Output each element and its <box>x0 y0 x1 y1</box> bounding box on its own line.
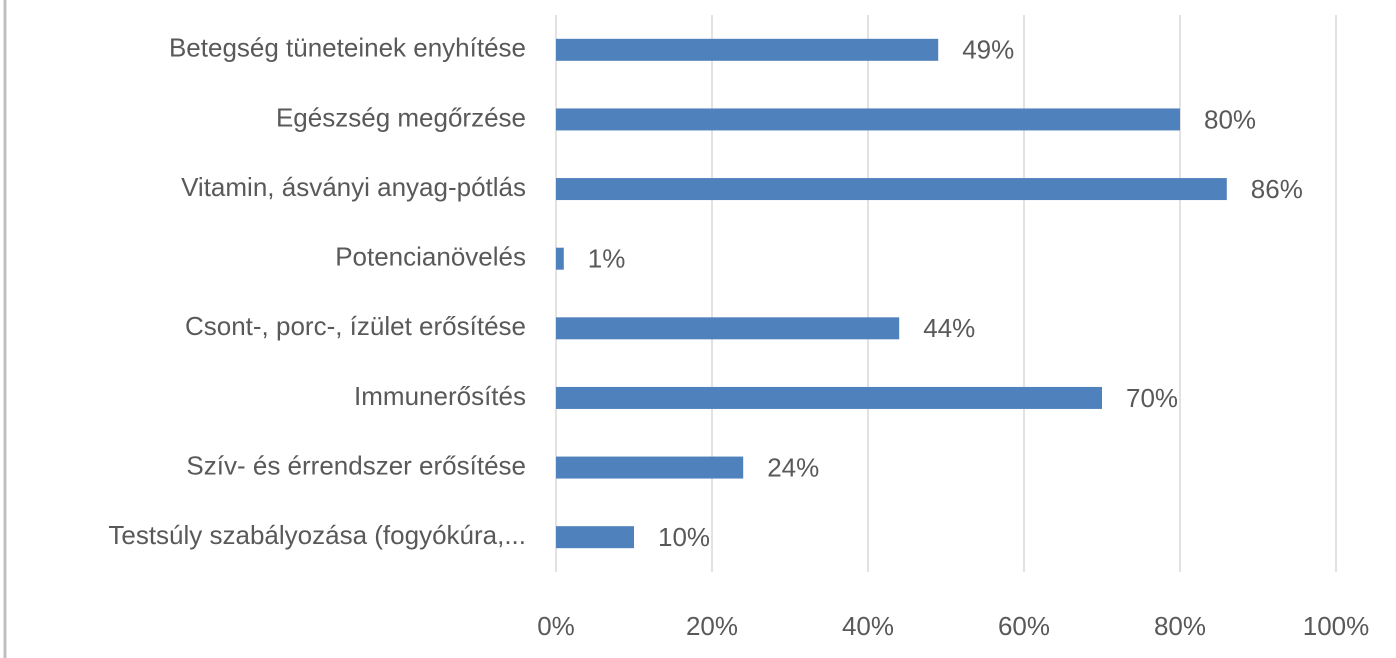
x-tick-label: 0% <box>537 611 575 641</box>
x-tick-label: 40% <box>842 611 894 641</box>
category-label: Vitamin, ásványi anyag-pótlás <box>181 172 526 202</box>
bar <box>556 108 1180 131</box>
data-label: 10% <box>658 522 710 552</box>
category-label: Testsúly szabályozása (fogyókúra,... <box>108 520 526 550</box>
data-label: 86% <box>1251 174 1303 204</box>
bar <box>556 38 939 61</box>
category-label: Szív- és érrendszer erősítése <box>186 450 526 480</box>
bar <box>556 456 744 479</box>
category-label: Csont-, porc-, ízület erősítése <box>185 311 526 341</box>
bar <box>556 247 564 270</box>
data-label: 70% <box>1126 383 1178 413</box>
category-label: Betegség tüneteinek enyhítése <box>169 33 526 63</box>
data-label: 1% <box>588 244 626 274</box>
data-label: 44% <box>923 313 975 343</box>
data-label: 49% <box>962 35 1014 65</box>
bar <box>556 178 1227 201</box>
category-label: Immunerősítés <box>354 381 526 411</box>
bar <box>556 386 1102 409</box>
bar <box>556 317 900 340</box>
x-tick-label: 100% <box>1303 611 1370 641</box>
x-tick-label: 80% <box>1154 611 1206 641</box>
bar <box>556 526 634 549</box>
x-tick-label: 20% <box>686 611 738 641</box>
data-label: 24% <box>767 452 819 482</box>
data-label: 80% <box>1204 104 1256 134</box>
category-label: Egészség megőrzése <box>276 102 526 132</box>
category-label: Potencianövelés <box>335 242 526 272</box>
x-tick-label: 60% <box>998 611 1050 641</box>
